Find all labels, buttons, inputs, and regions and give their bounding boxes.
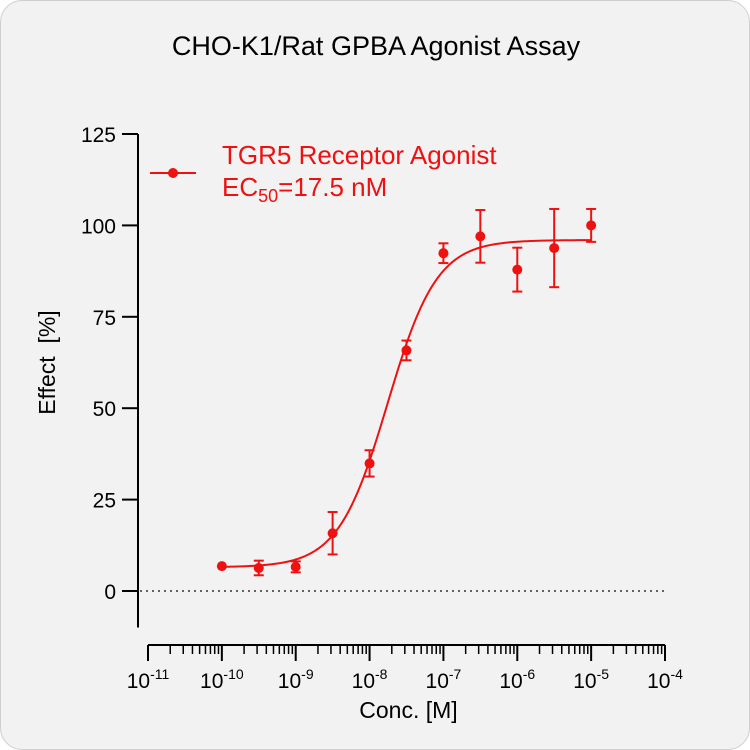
data-point <box>475 231 486 242</box>
x-tick-label: 10-11 <box>127 666 170 693</box>
legend-marker <box>168 168 178 178</box>
data-point <box>327 528 338 539</box>
y-tick-label: 75 <box>93 307 116 330</box>
x-tick-label: 10-8 <box>352 666 388 693</box>
x-tick-label: 10-7 <box>426 666 462 693</box>
x-tick-label: 10-6 <box>499 666 535 693</box>
chart-series <box>216 207 597 577</box>
fit-curve <box>221 239 592 568</box>
legend-label: TGR5 Receptor Agonist <box>222 140 497 170</box>
x-tick-label: 10-10 <box>200 666 244 693</box>
data-point <box>438 248 449 259</box>
x-axis-title: Conc. [M] <box>359 697 457 723</box>
data-point <box>586 220 597 231</box>
ec50-annotation: EC50=17.5 nM <box>222 172 387 206</box>
y-tick-label: 0 <box>104 581 116 604</box>
data-point <box>512 264 523 275</box>
y-tick-label: 25 <box>93 490 116 513</box>
data-point <box>253 562 264 573</box>
y-tick-label: 125 <box>81 124 116 147</box>
data-point <box>549 243 560 254</box>
y-tick-label: 50 <box>93 398 116 421</box>
data-point <box>290 561 301 572</box>
x-tick-label: 10-4 <box>647 666 683 693</box>
data-point <box>401 345 412 356</box>
chart-axes: 0 25 50 75 100 125 10-11 10-10 10-9 10-8 10-7 10-6 1… <box>34 124 683 723</box>
data-point <box>216 561 227 572</box>
y-axis-title: Effect [%] <box>34 310 60 414</box>
x-tick-label: 10-5 <box>573 666 609 693</box>
data-point <box>364 458 375 469</box>
y-tick-label: 100 <box>81 215 116 238</box>
x-tick-label: 10-9 <box>278 666 314 693</box>
chart-title: CHO-K1/Rat GPBA Agonist Assay <box>171 31 581 61</box>
